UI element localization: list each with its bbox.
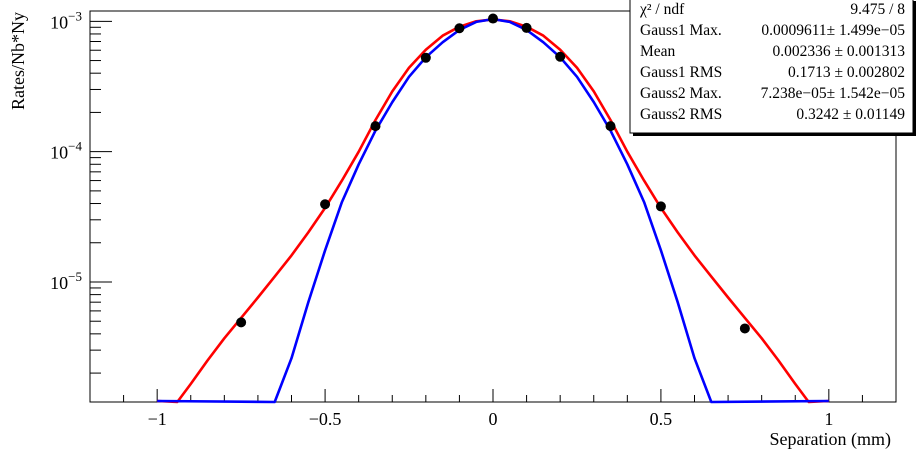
data-point	[454, 23, 465, 34]
data-point	[739, 323, 750, 334]
data-points	[236, 13, 750, 334]
stats-value: 0.002336 ± 0.001313	[772, 43, 905, 60]
axes: −1 −0.5 0 0.5 1 10−3 10−4 10−5	[50, 8, 897, 429]
stats-value: 7.238e−05± 1.542e−05	[761, 85, 906, 102]
stats-name: Gauss2 Max.	[640, 85, 722, 102]
data-point	[370, 121, 381, 132]
stats-name: Gauss1 Max.	[640, 22, 722, 39]
y-tick-label: 10−4	[50, 139, 82, 163]
stats-value: 0.0009611± 1.499e−05	[761, 22, 905, 39]
x-tick-label: 0	[489, 409, 498, 429]
x-tick-label: 1	[824, 409, 833, 429]
stats-name: χ² / ndf	[639, 1, 685, 18]
stats-name: Mean	[640, 43, 676, 60]
data-point	[655, 201, 666, 212]
stats-box: χ² / ndf 9.475 / 8 Gauss1 Max. 0.0009611± 1…	[629, 0, 916, 136]
x-tick-label: −1	[148, 409, 167, 429]
stats-name: Gauss1 RMS	[640, 64, 722, 81]
y-axis-label: Rates/Nb*Ny	[8, 12, 28, 110]
x-tick-label: 0.5	[650, 409, 673, 429]
y-tick-label: 10−3	[50, 8, 82, 32]
data-point	[605, 121, 616, 132]
stats-value: 9.475 / 8	[850, 1, 905, 18]
stats-box-frame	[629, 0, 914, 134]
y-tick-label: 10−5	[50, 269, 82, 293]
data-point	[236, 317, 247, 328]
x-axis-label: Separation (mm)	[770, 429, 891, 450]
stats-name: Gauss2 RMS	[640, 106, 722, 123]
stats-value: 0.1713 ± 0.002802	[788, 64, 905, 81]
x-tick-label: −0.5	[309, 409, 342, 429]
data-point	[521, 22, 532, 33]
data-point	[320, 199, 331, 210]
data-point	[420, 52, 431, 63]
stats-value: 0.3242 ± 0.01149	[796, 106, 905, 123]
data-point	[555, 51, 566, 62]
data-point	[488, 13, 498, 24]
